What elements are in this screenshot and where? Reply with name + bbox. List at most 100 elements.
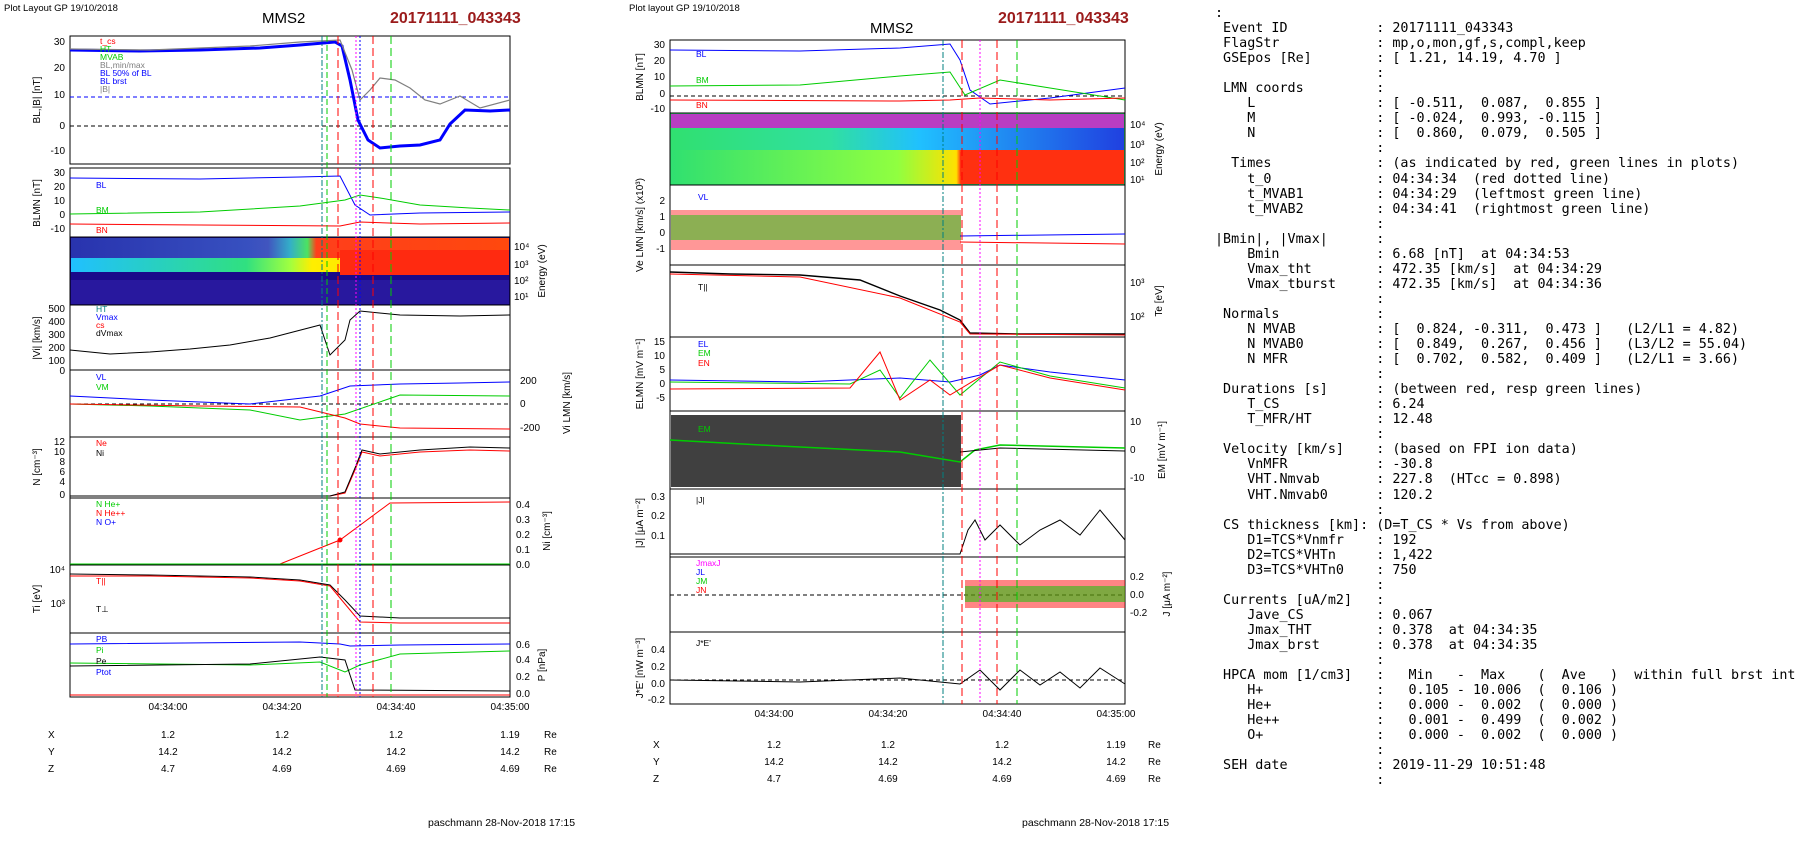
left-p7-legend-heplus: N He+ bbox=[96, 499, 120, 509]
middle-p7-tick: 0.3 bbox=[651, 492, 665, 503]
middle-p5-tick: 15 bbox=[654, 337, 666, 348]
left-spectrogram-band bbox=[340, 250, 509, 275]
middle-pos-value: 14.2 bbox=[878, 757, 898, 768]
left-ni-line bbox=[70, 446, 511, 497]
left-ne-line bbox=[70, 449, 511, 497]
middle-pos-value: 4.7 bbox=[767, 774, 781, 785]
left-p7-legend-oplus: N O+ bbox=[96, 517, 116, 527]
middle-bl-line bbox=[669, 43, 1126, 105]
middle-panel-7-frame bbox=[669, 488, 1126, 558]
middle-em-line bbox=[669, 359, 1126, 399]
left-spectrogram-floor bbox=[71, 280, 509, 304]
middle-p6-tick: 10 bbox=[1130, 417, 1142, 428]
middle-ve-line bbox=[959, 233, 1126, 237]
middle-panel-1-curves bbox=[669, 43, 1126, 105]
middle-p7-tick: 0.2 bbox=[651, 511, 665, 522]
left-p9-tick: 0.0 bbox=[516, 689, 530, 700]
middle-vn-line bbox=[959, 241, 1126, 245]
middle-bm-line bbox=[669, 71, 1126, 101]
left-p5-legend-vl: VL bbox=[96, 372, 107, 382]
left-p9-legend-pb: PB bbox=[96, 634, 108, 644]
left-time-tick: 04:34:40 bbox=[377, 702, 416, 713]
left-p4-legend-vmax: Vmax bbox=[96, 312, 118, 322]
middle-p7-ylabel: |J| [μA m⁻²] bbox=[635, 498, 646, 548]
middle-p2-ylabel: Energy (eV) bbox=[1154, 122, 1165, 175]
middle-p2-tick: 10² bbox=[1130, 158, 1145, 169]
left-p6-tick: 6 bbox=[59, 467, 65, 478]
middle-p8-legend-jn: JN bbox=[696, 585, 706, 595]
left-p1-legend-mvab: MVAB bbox=[100, 52, 124, 62]
left-p2-legend-bm: BM bbox=[96, 205, 109, 215]
left-p1-tick: 10 bbox=[54, 90, 66, 101]
left-p4-tick: 0 bbox=[59, 366, 65, 377]
middle-p8-tick: 0.2 bbox=[1130, 572, 1144, 583]
left-p2-ylabel: BLMN [nT] bbox=[32, 179, 43, 227]
left-p4-ylabel: |Vi| [km/s] bbox=[32, 316, 43, 360]
left-p5-tick: 200 bbox=[520, 376, 537, 387]
left-pos-value: 4.69 bbox=[386, 764, 406, 775]
middle-time-tick: 04:35:00 bbox=[1097, 709, 1136, 720]
middle-footer: paschmann 28-Nov-2018 17:15 bbox=[1022, 817, 1169, 829]
middle-pos-row-label: X bbox=[653, 740, 660, 751]
middle-p1-tick: 20 bbox=[654, 56, 666, 67]
middle-panel-9-curves bbox=[669, 667, 1126, 691]
left-p9-legend-ptot: Ptot bbox=[96, 667, 112, 677]
left-p6-tick: 4 bbox=[59, 477, 65, 488]
middle-p1-tick: -10 bbox=[651, 104, 666, 115]
middle-pos-unit: Re bbox=[1148, 740, 1161, 751]
middle-ve-noise-band bbox=[671, 210, 961, 250]
left-panel-7-frame bbox=[69, 497, 511, 566]
left-p1-legend-tcs: t_cs bbox=[100, 36, 116, 46]
left-p4-legend-dvmax: dVmax bbox=[96, 328, 123, 338]
left-p6-legend-ne: Ne bbox=[96, 438, 107, 448]
middle-je-line bbox=[669, 667, 1126, 691]
middle-te-perp-line bbox=[669, 273, 1126, 336]
middle-pos-value: 14.2 bbox=[764, 757, 784, 768]
middle-p5-ylabel: ELMN [mV m⁻¹] bbox=[635, 338, 646, 409]
left-bl-brst-line bbox=[69, 40, 511, 150]
middle-time-tick: 04:34:40 bbox=[983, 709, 1022, 720]
middle-header: Plot layout GP 19/10/2018 bbox=[629, 3, 740, 14]
middle-pos-value: 14.2 bbox=[1106, 757, 1126, 768]
middle-p1-ylabel: BLMN [nT] bbox=[635, 53, 646, 101]
middle-bn-line bbox=[669, 97, 1126, 102]
middle-p3-tick: 1 bbox=[659, 212, 665, 223]
middle-time-tick: 04:34:00 bbox=[755, 709, 794, 720]
middle-p8-legend-jm: JM bbox=[696, 576, 707, 586]
middle-em-smooth-line bbox=[669, 439, 1126, 463]
middle-p4-legend-tpar: T|| bbox=[698, 282, 708, 292]
middle-p5-legend-en: EN bbox=[698, 358, 710, 368]
left-p2-tick: -10 bbox=[51, 224, 66, 235]
middle-p8-tick: -0.2 bbox=[1130, 608, 1148, 619]
middle-panel-9-frame bbox=[669, 631, 1126, 705]
left-pos-row-label: Y bbox=[48, 747, 55, 758]
middle-p8-legend-jl: JL bbox=[696, 567, 705, 577]
middle-el-line bbox=[669, 364, 1126, 383]
left-p3-tick: 10² bbox=[514, 276, 529, 287]
left-panel-9-frame bbox=[69, 632, 511, 698]
left-footer: paschmann 28-Nov-2018 17:15 bbox=[428, 817, 575, 829]
left-t-perp-line bbox=[70, 575, 510, 624]
left-p9-tick: 0.6 bbox=[516, 640, 530, 651]
left-bl-line bbox=[69, 175, 511, 216]
left-bn-line bbox=[69, 221, 511, 227]
middle-te-parallel-line bbox=[669, 271, 1125, 335]
middle-p8-ylabel: J [μA m⁻²] bbox=[1162, 571, 1173, 616]
left-time-tick: 04:34:00 bbox=[149, 702, 188, 713]
middle-pos-value: 4.69 bbox=[878, 774, 898, 785]
middle-p8-legend-jmax: JmaxJ bbox=[696, 558, 721, 568]
left-pos-row-label: X bbox=[48, 730, 55, 741]
plot-canvas: Plot Layout GP 19/10/2018 MMS2 20171111_… bbox=[4, 3, 1173, 829]
left-time-tick: 04:34:20 bbox=[263, 702, 302, 713]
left-p4-tick: 200 bbox=[48, 343, 65, 354]
left-panel-1-frame bbox=[69, 35, 511, 165]
left-pb-line bbox=[69, 641, 511, 647]
left-p3-ylabel: Energy (eV) bbox=[537, 244, 548, 297]
middle-en-line bbox=[669, 351, 1126, 401]
left-p7-tick: 0.0 bbox=[516, 560, 530, 571]
middle-p6-tick: 0 bbox=[1130, 445, 1136, 456]
middle-event-title: 20171111_043343 bbox=[998, 10, 1129, 27]
middle-event-markers bbox=[942, 40, 1018, 704]
middle-figure: Plot layout GP 19/10/2018 MMS2 20171111_… bbox=[629, 3, 1173, 829]
left-event-title: 20171111_043343 bbox=[390, 10, 521, 27]
